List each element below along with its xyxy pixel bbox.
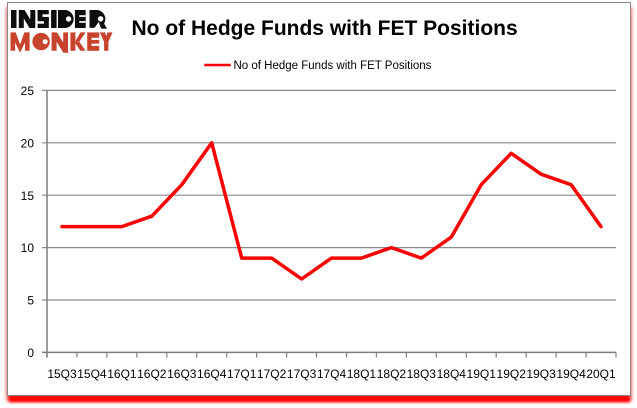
svg-text:20: 20 bbox=[21, 136, 35, 150]
svg-text:19Q2: 19Q2 bbox=[497, 367, 527, 381]
svg-text:18Q1: 18Q1 bbox=[347, 367, 377, 381]
svg-text:17Q1: 17Q1 bbox=[227, 367, 257, 381]
svg-text:10: 10 bbox=[21, 241, 35, 255]
svg-text:20Q1: 20Q1 bbox=[586, 367, 616, 381]
svg-text:No of Hedge Funds with FET Pos: No of Hedge Funds with FET Positions bbox=[234, 60, 432, 72]
svg-text:16Q3: 16Q3 bbox=[167, 367, 197, 381]
svg-text:17Q2: 17Q2 bbox=[257, 367, 287, 381]
svg-text:18Q2: 18Q2 bbox=[377, 367, 407, 381]
svg-text:5: 5 bbox=[27, 294, 34, 308]
svg-text:16Q1: 16Q1 bbox=[107, 367, 137, 381]
svg-text:15: 15 bbox=[21, 189, 35, 203]
svg-text:15Q3: 15Q3 bbox=[47, 367, 77, 381]
svg-text:0: 0 bbox=[27, 346, 34, 360]
svg-text:No of Hedge Funds with FET Pos: No of Hedge Funds with FET Positions bbox=[132, 17, 518, 40]
svg-text:19Q3: 19Q3 bbox=[526, 367, 556, 381]
svg-text:16Q2: 16Q2 bbox=[137, 367, 167, 381]
svg-text:17Q3: 17Q3 bbox=[287, 367, 317, 381]
svg-text:18Q3: 18Q3 bbox=[407, 367, 437, 381]
svg-text:17Q4: 17Q4 bbox=[317, 367, 347, 381]
svg-text:25: 25 bbox=[21, 84, 35, 98]
svg-text:19Q4: 19Q4 bbox=[556, 367, 586, 381]
svg-text:15Q4: 15Q4 bbox=[77, 367, 107, 381]
svg-text:18Q4: 18Q4 bbox=[437, 367, 467, 381]
svg-text:19Q1: 19Q1 bbox=[467, 367, 497, 381]
svg-text:16Q4: 16Q4 bbox=[197, 367, 227, 381]
